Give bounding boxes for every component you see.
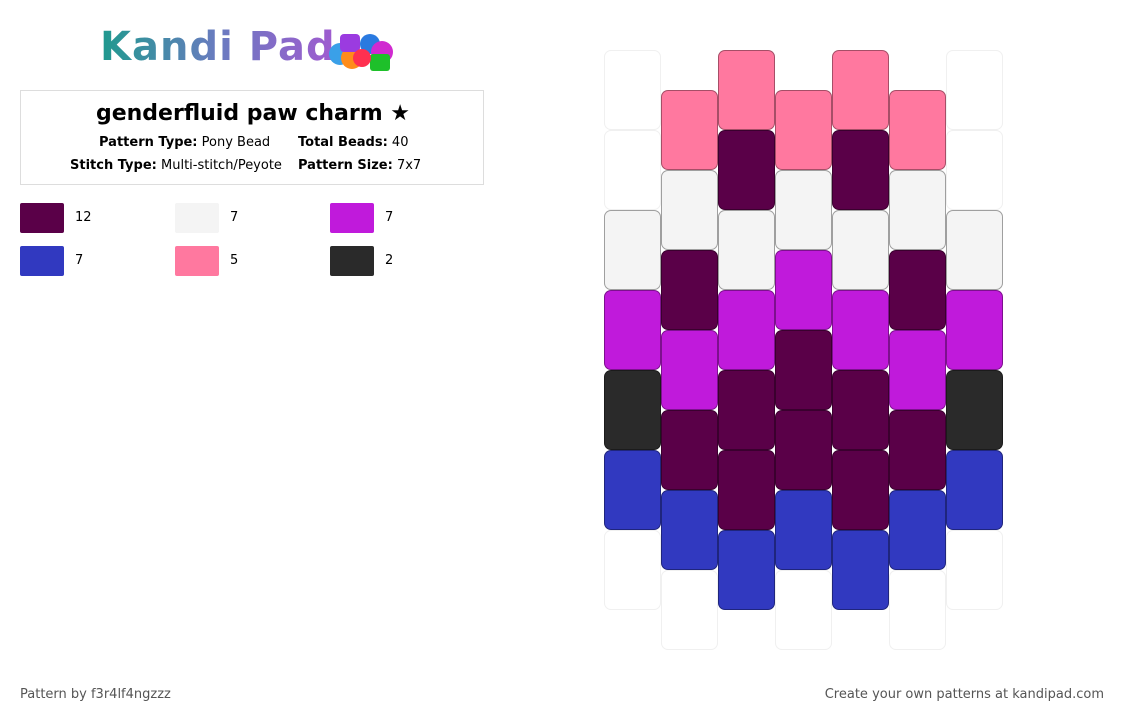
bead — [775, 490, 832, 570]
bead — [661, 410, 718, 490]
bead — [718, 50, 775, 130]
logo-icon — [329, 34, 393, 71]
info-item: Pattern Type: Pony Bead — [99, 135, 270, 150]
bead — [604, 130, 661, 210]
bead — [946, 130, 1003, 210]
legend-count: 5 — [230, 253, 239, 268]
bead — [604, 50, 661, 130]
pattern-title: genderfluid paw charm ★ — [95, 101, 411, 126]
legend-count: 12 — [75, 210, 92, 225]
bead — [832, 530, 889, 610]
bead — [718, 290, 775, 370]
bead — [718, 450, 775, 530]
author: Pattern by f3r4lf4ngzzz — [20, 687, 171, 702]
legend-swatch — [20, 203, 64, 233]
legend-count: 7 — [75, 253, 84, 268]
bead — [604, 370, 661, 450]
bead — [718, 210, 775, 290]
bead — [661, 250, 718, 330]
bead — [832, 370, 889, 450]
legend-count: 2 — [385, 253, 394, 268]
promo: Create your own patterns at kandipad.com — [824, 687, 1104, 702]
bead — [889, 90, 946, 170]
bead — [604, 530, 661, 610]
legend-swatch — [175, 246, 219, 276]
bead — [775, 410, 832, 490]
legend-swatch — [330, 246, 374, 276]
bead — [832, 210, 889, 290]
bead — [775, 250, 832, 330]
bead — [604, 210, 661, 290]
bead — [832, 450, 889, 530]
bead — [889, 170, 946, 250]
info-value: 40 — [391, 135, 409, 150]
bead — [889, 410, 946, 490]
legend-swatch — [20, 246, 64, 276]
bead — [889, 330, 946, 410]
legend-swatch — [175, 203, 219, 233]
bead — [661, 170, 718, 250]
bead — [775, 330, 832, 410]
legend-count: 7 — [385, 210, 394, 225]
info-box: genderfluid paw charm ★ Pattern Type: Po… — [20, 90, 484, 185]
bead — [946, 50, 1003, 130]
bead — [832, 130, 889, 210]
info-value: Pony Bead — [201, 135, 271, 150]
bead — [718, 370, 775, 450]
bead — [775, 90, 832, 170]
bead — [718, 530, 775, 610]
bead — [946, 530, 1003, 610]
legend-count: 7 — [230, 210, 239, 225]
bead — [946, 450, 1003, 530]
legend-swatch — [330, 203, 374, 233]
info-label: Stitch Type: — [70, 158, 157, 173]
logo: Kandi Pad — [100, 24, 336, 70]
info-item: Pattern Size: 7x7 — [298, 158, 421, 173]
info-label: Pattern Size: — [298, 158, 393, 173]
info-label: Total Beads: — [298, 135, 388, 150]
info-value: 7x7 — [396, 158, 422, 173]
bead — [661, 570, 718, 650]
bead — [718, 130, 775, 210]
bead — [946, 370, 1003, 450]
bead — [661, 330, 718, 410]
info-value: Multi-stitch/Peyote — [161, 158, 282, 173]
bead — [832, 50, 889, 130]
bead — [946, 290, 1003, 370]
bead — [775, 570, 832, 650]
bead — [889, 250, 946, 330]
bead — [889, 570, 946, 650]
bead — [775, 170, 832, 250]
bead — [604, 450, 661, 530]
info-item: Total Beads: 40 — [298, 135, 408, 150]
info-label: Pattern Type: — [99, 135, 198, 150]
bead — [832, 290, 889, 370]
bead — [889, 490, 946, 570]
bead — [604, 290, 661, 370]
bead — [661, 490, 718, 570]
bead — [946, 210, 1003, 290]
bead — [661, 90, 718, 170]
info-item: Stitch Type: Multi-stitch/Peyote — [70, 158, 282, 173]
